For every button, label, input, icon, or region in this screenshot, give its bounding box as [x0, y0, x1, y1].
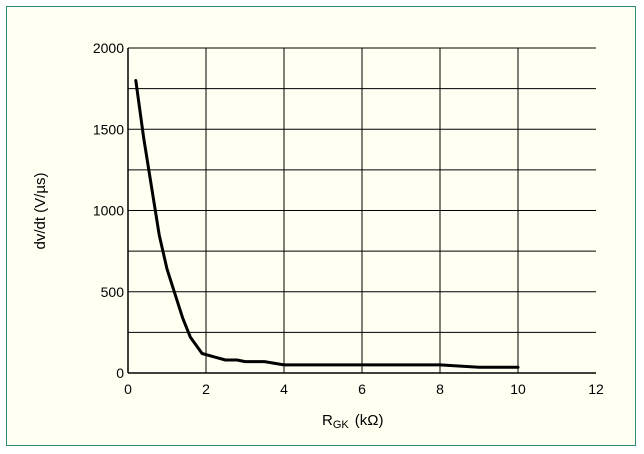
y-axis-label: dv/dt (V/µs): [32, 173, 49, 250]
grid: [128, 48, 596, 373]
x-axis-label-unit: (kΩ): [355, 412, 384, 429]
x-tick-label: 2: [202, 381, 210, 397]
data-series-line: [134, 79, 520, 369]
x-tick-label: 6: [358, 381, 366, 397]
x-tick-label: 0: [124, 381, 132, 397]
tick-labels: 0 2 4 6 8 10 12 0 500 1000 1500 2000: [93, 40, 604, 397]
y-tick-label: 1500: [93, 121, 124, 137]
x-tick-label: 12: [588, 381, 604, 397]
x-tick-label: 10: [510, 381, 526, 397]
axes: [127, 47, 596, 374]
x-tick-label: 4: [280, 381, 288, 397]
y-tick-label: 1000: [93, 203, 124, 219]
y-tick-label: 0: [116, 365, 124, 381]
x-axis-label: RGK (kΩ): [322, 412, 383, 431]
y-tick-label: 500: [101, 284, 125, 300]
y-tick-label: 2000: [93, 40, 124, 56]
x-axis-label-subscript: GK: [333, 419, 350, 431]
x-tick-label: 8: [436, 381, 444, 397]
